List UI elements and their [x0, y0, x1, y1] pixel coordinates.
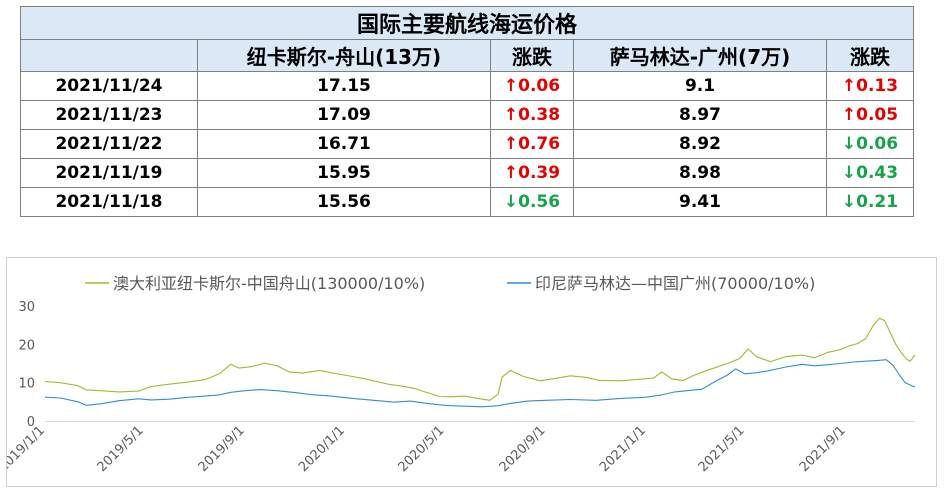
table-row: 2021/11/19 15.95 ↑0.39 8.98 ↓0.43 — [20, 158, 914, 188]
table-row: 2021/11/22 16.71 ↑0.76 8.92 ↓0.06 — [20, 129, 914, 159]
legend-label: 澳大利亚纽卡斯尔-中国舟山(130000/10%) — [113, 274, 425, 293]
route2-price-cell: 9.41 — [573, 187, 827, 217]
y-tick-label: 30 — [18, 300, 35, 315]
route1-change-cell: ↑0.06 — [490, 71, 574, 101]
line-chart: 澳大利亚纽卡斯尔-中国舟山(130000/10%) 印尼萨马林达—中国广州(700… — [6, 257, 937, 487]
route1-price-cell: 15.95 — [197, 158, 491, 188]
route2-price-cell: 8.97 — [573, 100, 827, 130]
x-tick-label: 2021/5/1 — [696, 423, 748, 475]
date-cell: 2021/11/24 — [20, 71, 198, 101]
route1-price-cell: 17.15 — [197, 71, 491, 101]
table-row: 2021/11/24 17.15 ↑0.06 9.1 ↑0.13 — [20, 71, 914, 101]
header-change1: 涨跌 — [490, 39, 574, 72]
x-tick-label: 2021/9/1 — [797, 423, 849, 475]
x-tick-label: 2020/9/1 — [497, 423, 549, 475]
date-cell: 2021/11/22 — [20, 129, 198, 159]
series-line-1 — [44, 317, 916, 401]
y-tick-label: 20 — [18, 338, 35, 353]
date-cell: 2021/11/19 — [20, 158, 198, 188]
header-change2: 涨跌 — [826, 39, 914, 72]
x-tick-label: 2019/1/1 — [7, 423, 48, 475]
series-line-2 — [44, 359, 916, 408]
x-tick-label: 2021/1/1 — [597, 423, 649, 475]
price-table: 国际主要航线海运价格 纽卡斯尔-舟山(13万) 涨跌 萨马林达-广州(7万) 涨… — [20, 6, 914, 217]
chart-svg: 澳大利亚纽卡斯尔-中国舟山(130000/10%) 印尼萨马林达—中国广州(700… — [7, 274, 916, 475]
route2-change-cell: ↓0.21 — [826, 187, 914, 217]
route1-change-cell: ↑0.39 — [490, 158, 574, 188]
header-route2: 萨马林达-广州(7万) — [573, 39, 827, 72]
route1-price-cell: 17.09 — [197, 100, 491, 130]
y-tick-label: 0 — [27, 415, 35, 430]
route1-change-cell: ↑0.76 — [490, 129, 574, 159]
x-tick-label: 2020/1/1 — [296, 423, 348, 475]
table-row: 2021/11/18 15.56 ↓0.56 9.41 ↓0.21 — [20, 187, 914, 217]
route2-change-cell: ↑0.13 — [826, 71, 914, 101]
route2-price-cell: 8.98 — [573, 158, 827, 188]
header-route1: 纽卡斯尔-舟山(13万) — [197, 39, 491, 72]
route2-price-cell: 9.1 — [573, 71, 827, 101]
x-tick-label: 2020/5/1 — [396, 423, 448, 475]
table-title: 国际主要航线海运价格 — [20, 6, 914, 40]
route1-price-cell: 15.56 — [197, 187, 491, 217]
route1-change-cell: ↓0.56 — [490, 187, 574, 217]
route1-change-cell: ↑0.38 — [490, 100, 574, 130]
x-tick-label: 2019/5/1 — [95, 423, 147, 475]
header-date — [20, 39, 198, 72]
y-tick-label: 10 — [18, 377, 35, 392]
table-header-row: 纽卡斯尔-舟山(13万) 涨跌 萨马林达-广州(7万) 涨跌 — [20, 39, 914, 72]
route2-change-cell: ↓0.43 — [826, 158, 914, 188]
x-tick-label: 2019/9/1 — [196, 423, 248, 475]
legend-label: 印尼萨马林达—中国广州(70000/10%) — [535, 274, 815, 293]
route2-price-cell: 8.92 — [573, 129, 827, 159]
route1-price-cell: 16.71 — [197, 129, 491, 159]
table-row: 2021/11/23 17.09 ↑0.38 8.97 ↑0.05 — [20, 100, 914, 130]
date-cell: 2021/11/23 — [20, 100, 198, 130]
date-cell: 2021/11/18 — [20, 187, 198, 217]
route2-change-cell: ↓0.06 — [826, 129, 914, 159]
route2-change-cell: ↑0.05 — [826, 100, 914, 130]
